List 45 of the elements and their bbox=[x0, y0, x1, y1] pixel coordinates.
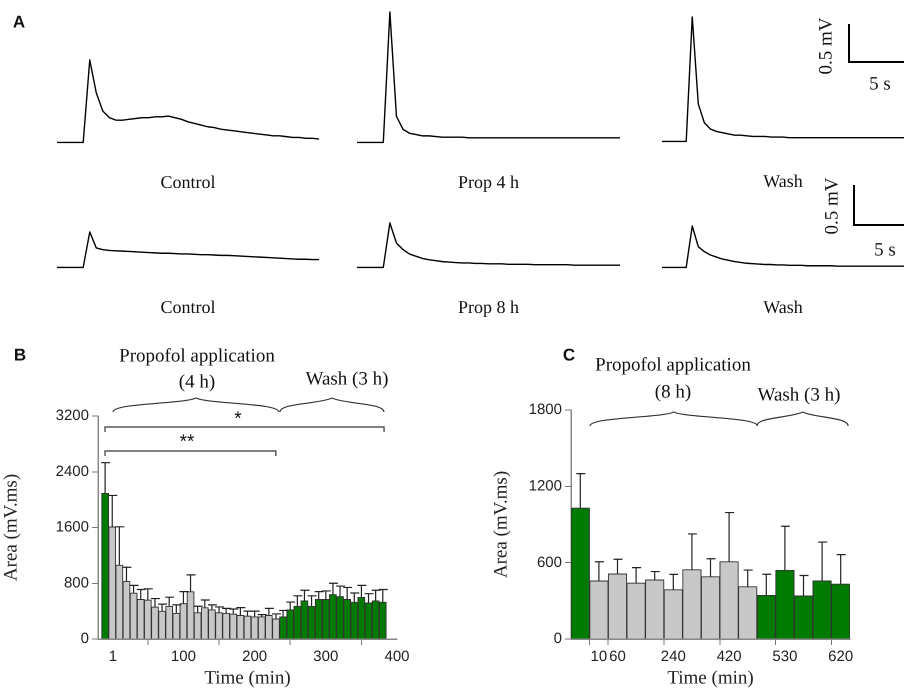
annotation: * bbox=[234, 408, 242, 430]
x-axis-title: Time (min) bbox=[204, 668, 291, 689]
x-axis-title: Control bbox=[160, 296, 216, 317]
text: Propofol application bbox=[595, 354, 751, 376]
text: B bbox=[14, 346, 26, 364]
text: (4 h) bbox=[178, 372, 216, 392]
text: C bbox=[562, 346, 576, 364]
annotation: 0.5 mV bbox=[822, 178, 842, 234]
text: (8 h) bbox=[654, 382, 692, 402]
x-tick-label: 60 bbox=[609, 648, 626, 666]
text: A bbox=[12, 12, 26, 32]
x-tick-label: 530 bbox=[772, 648, 798, 666]
x-axis-title: Wash bbox=[763, 170, 803, 191]
text: Propofol application bbox=[119, 346, 275, 366]
annotation: 5 s bbox=[874, 240, 896, 260]
text: Wash (3 h) bbox=[758, 384, 840, 406]
y-tick-label: 2400 bbox=[56, 462, 89, 480]
x-axis-title: Prop 8 h bbox=[458, 296, 520, 317]
x-tick-label: 240 bbox=[660, 648, 686, 666]
x-tick-label: 200 bbox=[242, 648, 268, 666]
y-axis-title: Area (mV.ms) bbox=[0, 474, 22, 582]
annotation: 5 s bbox=[869, 74, 891, 94]
y-tick-label: 800 bbox=[64, 574, 89, 592]
x-axis-title: Time (min) bbox=[667, 668, 754, 689]
y-tick-label: 1200 bbox=[528, 477, 562, 494]
text: Wash (3 h) bbox=[306, 368, 388, 390]
x-tick-label: 1 bbox=[108, 648, 118, 666]
x-axis-title: Wash bbox=[763, 296, 803, 317]
y-tick-label: 3200 bbox=[56, 407, 89, 424]
y-axis-title: Area (mV.ms) bbox=[490, 470, 512, 578]
y-tick-label: 600 bbox=[536, 554, 562, 571]
x-tick-label: 400 bbox=[384, 648, 410, 666]
x-tick-label: 300 bbox=[313, 648, 338, 666]
y-tick-label: 1800 bbox=[528, 401, 562, 418]
x-tick-label: 620 bbox=[828, 648, 854, 666]
x-tick-label: 100 bbox=[170, 648, 196, 666]
x-tick-label: 10 bbox=[590, 648, 608, 666]
annotation: 0.5 mV bbox=[816, 18, 836, 74]
x-axis-title: Prop 4 h bbox=[458, 172, 520, 192]
y-tick-label: 0 bbox=[554, 630, 562, 648]
y-tick-label: 0 bbox=[80, 630, 89, 648]
annotation: ** bbox=[180, 432, 194, 452]
y-tick-label: 1600 bbox=[56, 518, 89, 536]
x-tick-label: 420 bbox=[716, 648, 742, 666]
x-axis-title: Control bbox=[160, 172, 216, 192]
